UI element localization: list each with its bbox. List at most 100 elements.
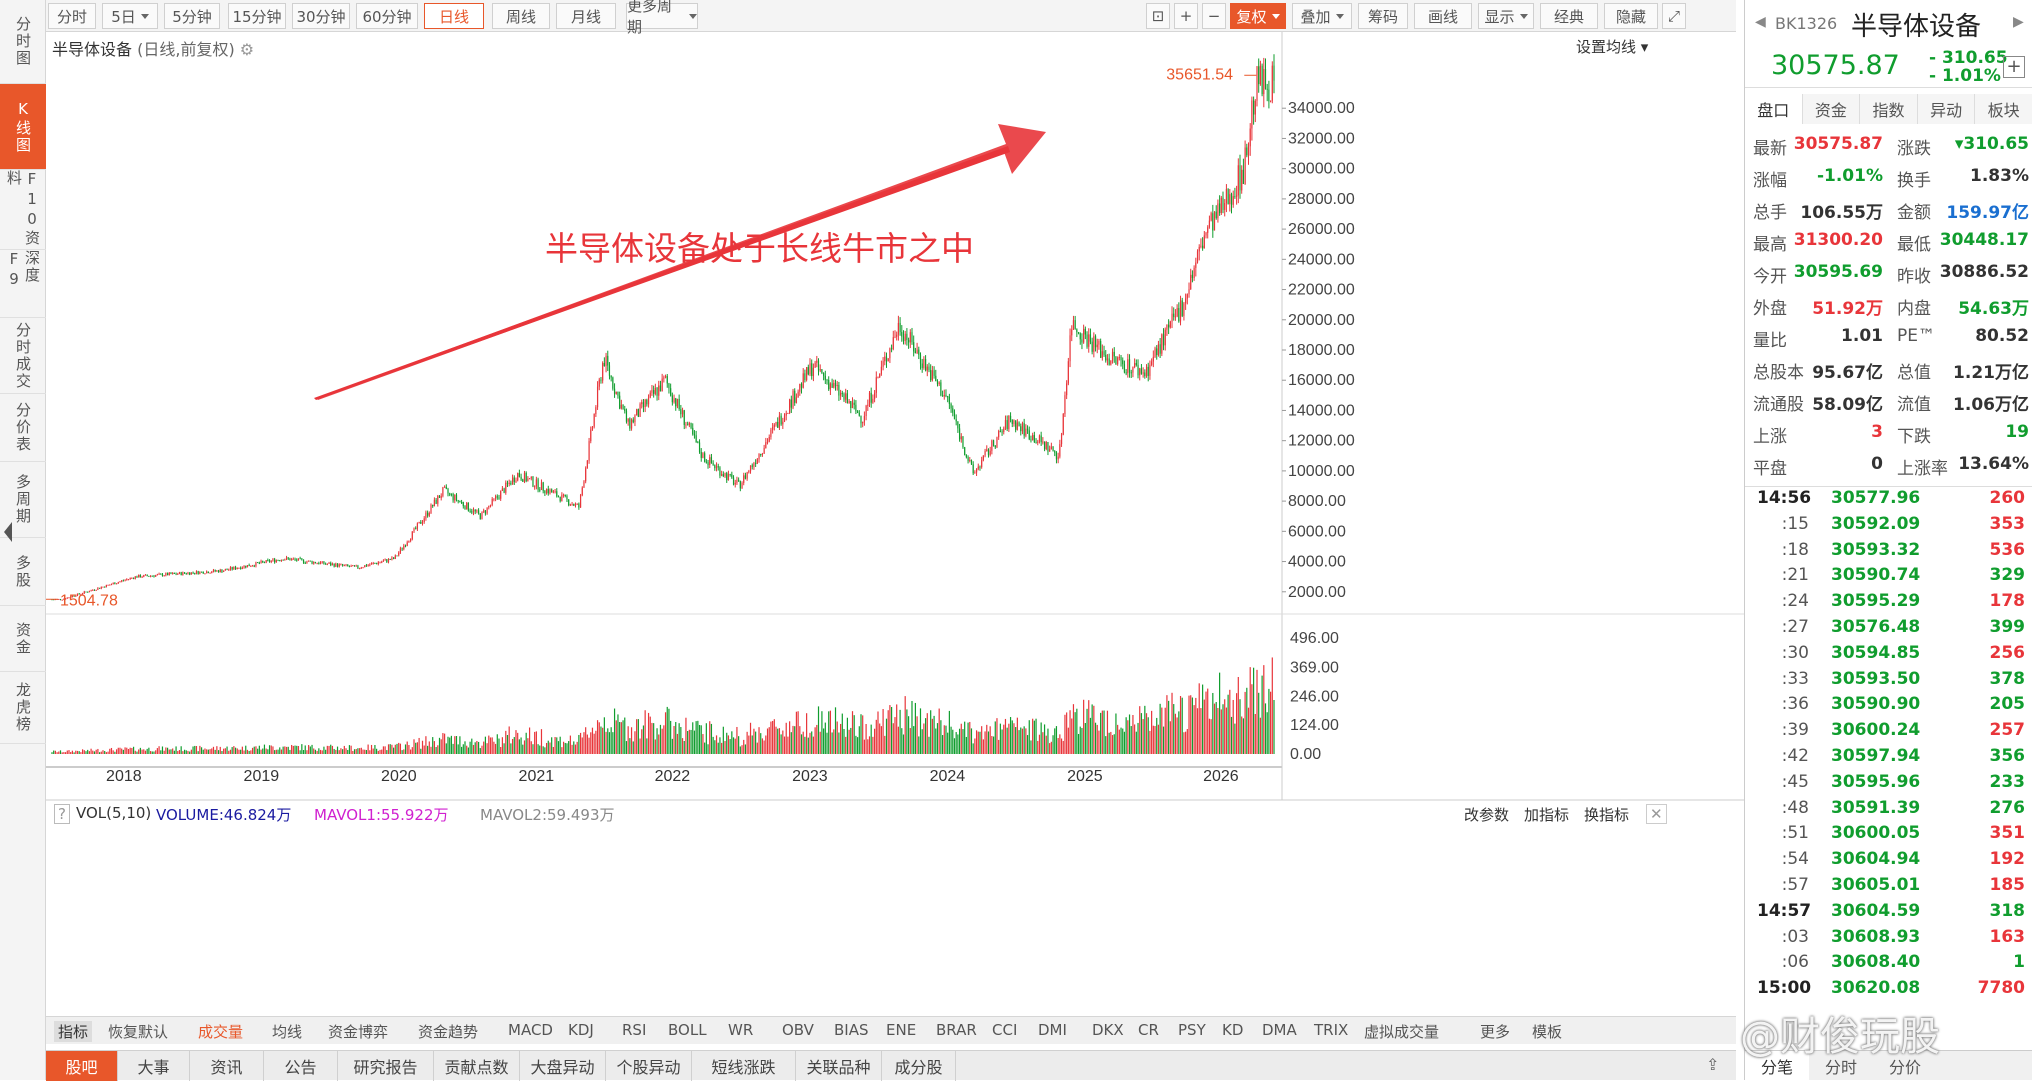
left-nav-item[interactable]: F10资料	[0, 170, 46, 250]
ma-setting-button[interactable]: 设置均线 ▾	[1576, 38, 1649, 56]
indicator-tab[interactable]: DKX	[1092, 1021, 1124, 1039]
indicator-tab[interactable]: BIAS	[834, 1021, 869, 1039]
period-tab[interactable]: 5分钟	[164, 3, 220, 29]
tool-button[interactable]: 显示	[1478, 3, 1534, 29]
indicator-tab[interactable]: PSY	[1178, 1021, 1206, 1039]
tool-button[interactable]: 复权	[1230, 3, 1286, 29]
left-nav-item[interactable]: 龙虎榜	[0, 672, 46, 744]
indicator-tab[interactable]: 虚拟成交量	[1364, 1023, 1440, 1041]
bottom-tab[interactable]: 成分股	[882, 1051, 956, 1081]
indicator-tab[interactable]: ENE	[886, 1021, 917, 1039]
left-nav-item[interactable]: 分价表	[0, 394, 46, 462]
bottom-tab[interactable]: 股吧	[46, 1051, 118, 1081]
period-tab[interactable]: 30分钟	[292, 3, 350, 29]
gear-icon[interactable]: ⚙	[239, 40, 255, 59]
add-indicator-button[interactable]: 加指标	[1524, 806, 1570, 824]
indicator-tab[interactable]: RSI	[622, 1021, 647, 1039]
indicator-tab[interactable]: BOLL	[668, 1021, 707, 1039]
left-nav-item[interactable]: 多股	[0, 538, 46, 606]
candle-body	[515, 480, 517, 482]
quote-tab[interactable]: 板块	[1975, 94, 2032, 124]
indicator-tab[interactable]: KDJ	[568, 1021, 594, 1039]
candle-body	[872, 398, 874, 403]
bottom-tab[interactable]: 短线涨跌	[692, 1051, 796, 1081]
swap-indicator-button[interactable]: 换指标	[1584, 806, 1630, 824]
indicator-tab[interactable]: 资金趋势	[418, 1023, 479, 1041]
indicator-tab[interactable]: 均线	[272, 1023, 303, 1041]
change-params-button[interactable]: 改参数	[1464, 806, 1510, 824]
period-tab[interactable]: 更多周期	[626, 0, 698, 36]
indicator-tab[interactable]: 指标	[54, 1021, 93, 1042]
period-tab[interactable]: 月线	[556, 3, 616, 29]
left-nav-item[interactable]: 分时图	[0, 0, 46, 84]
collapse-arrow-icon[interactable]	[4, 522, 12, 542]
tick-time: :30	[1781, 642, 1809, 663]
zoom-out-icon[interactable]: −	[1202, 3, 1226, 29]
indicator-tab[interactable]: 成交量	[198, 1023, 244, 1041]
bottom-tab[interactable]: 大事	[118, 1051, 190, 1081]
lock-icon[interactable]: ⊡	[1146, 3, 1170, 29]
period-tab[interactable]: 日线	[424, 3, 484, 29]
period-tab[interactable]: 分时	[48, 3, 96, 29]
indicator-tab[interactable]: 资金博弈	[328, 1023, 389, 1041]
left-nav-item[interactable]: 多周期	[0, 462, 46, 538]
bottom-tab[interactable]: 研究报告	[338, 1051, 434, 1081]
tick-row: :48 30591.39 276	[1753, 798, 2029, 824]
quote-bottom-tab[interactable]: 分时	[1809, 1051, 1873, 1081]
indicator-tab[interactable]: BRAR	[936, 1021, 977, 1039]
indicator-tab[interactable]: DMA	[1262, 1021, 1297, 1039]
period-tab[interactable]: 60分钟	[356, 3, 418, 29]
bottom-tab[interactable]: 个股异动	[606, 1051, 692, 1081]
quote-bottom-tab[interactable]: 分价	[1873, 1051, 1937, 1081]
scrollbar[interactable]	[46, 766, 1282, 768]
indicator-tab[interactable]: CR	[1138, 1021, 1159, 1039]
help-icon[interactable]: ?	[54, 804, 70, 824]
candle-body	[80, 593, 82, 595]
period-tab[interactable]: 5日	[102, 3, 158, 29]
period-tab[interactable]: 15分钟	[228, 3, 286, 29]
tool-button[interactable]: 画线	[1414, 3, 1472, 29]
volume-bar	[308, 745, 310, 754]
add-icon[interactable]: +	[2003, 56, 2025, 78]
quote-bottom-tab[interactable]: 分笔	[1745, 1051, 1809, 1081]
close-icon[interactable]: ✕	[1646, 804, 1667, 824]
tool-button[interactable]: 隐藏	[1604, 3, 1658, 29]
left-nav-item[interactable]: K线图	[0, 84, 46, 170]
tool-button[interactable]: 筹码	[1358, 3, 1408, 29]
indicator-tab[interactable]: CCI	[992, 1021, 1018, 1039]
indicator-tab[interactable]: 模板	[1532, 1023, 1563, 1041]
quote-tab[interactable]: 异动	[1917, 94, 1976, 124]
next-stock-icon[interactable]: ▶	[2013, 14, 2024, 30]
upload-icon[interactable]: ⇪	[1706, 1055, 1720, 1074]
indicator-tab[interactable]: DMI	[1038, 1021, 1067, 1039]
indicator-tab[interactable]: MACD	[508, 1021, 553, 1039]
bottom-tab[interactable]: 大盘异动	[520, 1051, 606, 1081]
quote-tab[interactable]: 盘口	[1745, 94, 1803, 124]
left-nav-item[interactable]: 资金	[0, 606, 46, 672]
tool-button[interactable]: 经典	[1540, 3, 1598, 29]
volume-bar	[76, 750, 79, 754]
tool-button[interactable]: 叠加	[1292, 3, 1352, 29]
volume-bar	[433, 741, 436, 754]
prev-stock-icon[interactable]: ◀	[1755, 14, 1766, 30]
bottom-tab[interactable]: 贡献点数	[434, 1051, 520, 1081]
indicator-tab[interactable]: 恢复默认	[108, 1023, 169, 1041]
quote-tab[interactable]: 资金	[1802, 94, 1861, 124]
zoom-in-icon[interactable]: +	[1174, 3, 1198, 29]
candle-body	[911, 332, 913, 343]
indicator-tab[interactable]: 更多	[1480, 1023, 1511, 1041]
candle-body	[1213, 211, 1216, 231]
indicator-tab[interactable]: WR	[728, 1021, 754, 1039]
indicator-tab[interactable]: OBV	[782, 1021, 814, 1039]
bottom-tab[interactable]: 公告	[264, 1051, 338, 1081]
indicator-tab[interactable]: KD	[1222, 1021, 1244, 1039]
left-nav-item[interactable]: 深度F9	[0, 250, 46, 318]
bottom-tab[interactable]: 资讯	[190, 1051, 264, 1081]
indicator-tab[interactable]: TRIX	[1314, 1021, 1349, 1039]
fullscreen-icon[interactable]: ⤢	[1662, 3, 1686, 29]
period-tab[interactable]: 周线	[492, 3, 550, 29]
quote-tab[interactable]: 指数	[1860, 94, 1918, 124]
left-nav-item[interactable]: 分时成交	[0, 318, 46, 394]
bottom-tab[interactable]: 关联品种	[796, 1051, 882, 1081]
